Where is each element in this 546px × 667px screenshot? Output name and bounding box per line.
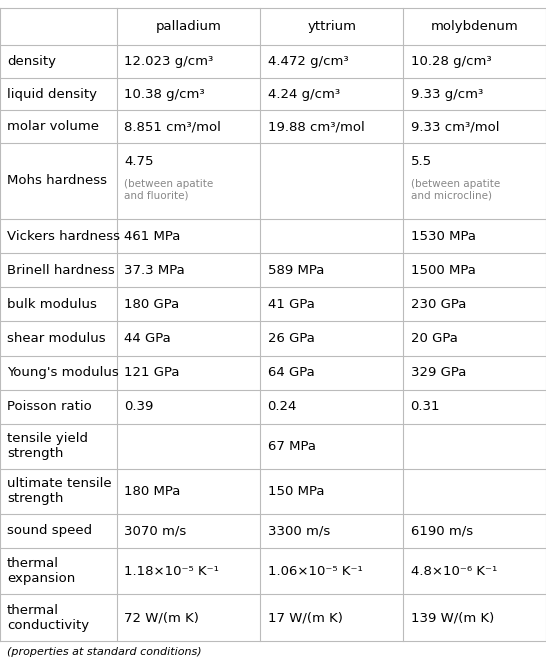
- Text: 0.24: 0.24: [268, 400, 297, 414]
- Text: 4.24 g/cm³: 4.24 g/cm³: [268, 87, 340, 101]
- Text: Poisson ratio: Poisson ratio: [7, 400, 92, 414]
- Text: 180 MPa: 180 MPa: [124, 485, 181, 498]
- Text: 20 GPa: 20 GPa: [411, 332, 458, 345]
- Text: thermal
conductivity: thermal conductivity: [7, 604, 89, 632]
- Text: 1.06×10⁻⁵ K⁻¹: 1.06×10⁻⁵ K⁻¹: [268, 565, 363, 578]
- Text: 3300 m/s: 3300 m/s: [268, 524, 330, 538]
- Text: molar volume: molar volume: [7, 120, 99, 133]
- Text: 230 GPa: 230 GPa: [411, 298, 466, 311]
- Text: 41 GPa: 41 GPa: [268, 298, 314, 311]
- Text: 0.31: 0.31: [411, 400, 440, 414]
- Text: 150 MPa: 150 MPa: [268, 485, 324, 498]
- Text: density: density: [7, 55, 56, 68]
- Text: bulk modulus: bulk modulus: [7, 298, 97, 311]
- Text: 26 GPa: 26 GPa: [268, 332, 314, 345]
- Text: (properties at standard conditions): (properties at standard conditions): [7, 648, 201, 657]
- Text: 5.5: 5.5: [411, 155, 432, 169]
- Text: 139 W/(m K): 139 W/(m K): [411, 611, 494, 624]
- Text: 4.8×10⁻⁶ K⁻¹: 4.8×10⁻⁶ K⁻¹: [411, 565, 497, 578]
- Text: 1530 MPa: 1530 MPa: [411, 229, 476, 243]
- Text: tensile yield
strength: tensile yield strength: [7, 432, 88, 460]
- Text: 180 GPa: 180 GPa: [124, 298, 180, 311]
- Text: 0.39: 0.39: [124, 400, 154, 414]
- Text: 37.3 MPa: 37.3 MPa: [124, 263, 185, 277]
- Text: liquid density: liquid density: [7, 87, 97, 101]
- Text: sound speed: sound speed: [7, 524, 92, 538]
- Text: 10.28 g/cm³: 10.28 g/cm³: [411, 55, 491, 68]
- Text: 67 MPa: 67 MPa: [268, 440, 316, 453]
- Text: shear modulus: shear modulus: [7, 332, 106, 345]
- Text: 72 W/(m K): 72 W/(m K): [124, 611, 199, 624]
- Text: (between apatite
and fluorite): (between apatite and fluorite): [124, 179, 213, 201]
- Text: 461 MPa: 461 MPa: [124, 229, 181, 243]
- Text: (between apatite
and microcline): (between apatite and microcline): [411, 179, 500, 201]
- Text: ultimate tensile
strength: ultimate tensile strength: [7, 478, 112, 506]
- Text: Young's modulus: Young's modulus: [7, 366, 119, 379]
- Text: 12.023 g/cm³: 12.023 g/cm³: [124, 55, 213, 68]
- Text: 4.75: 4.75: [124, 155, 154, 169]
- Text: 3070 m/s: 3070 m/s: [124, 524, 187, 538]
- Text: 6190 m/s: 6190 m/s: [411, 524, 473, 538]
- Text: 17 W/(m K): 17 W/(m K): [268, 611, 342, 624]
- Text: 10.38 g/cm³: 10.38 g/cm³: [124, 87, 205, 101]
- Text: yttrium: yttrium: [307, 20, 357, 33]
- Text: 121 GPa: 121 GPa: [124, 366, 180, 379]
- Text: thermal
expansion: thermal expansion: [7, 557, 75, 585]
- Text: 19.88 cm³/mol: 19.88 cm³/mol: [268, 120, 364, 133]
- Text: 64 GPa: 64 GPa: [268, 366, 314, 379]
- Text: 329 GPa: 329 GPa: [411, 366, 466, 379]
- Text: 8.851 cm³/mol: 8.851 cm³/mol: [124, 120, 221, 133]
- Text: 9.33 cm³/mol: 9.33 cm³/mol: [411, 120, 499, 133]
- Text: 44 GPa: 44 GPa: [124, 332, 171, 345]
- Text: Brinell hardness: Brinell hardness: [7, 263, 115, 277]
- Text: 4.472 g/cm³: 4.472 g/cm³: [268, 55, 348, 68]
- Text: Mohs hardness: Mohs hardness: [7, 175, 107, 187]
- Text: Vickers hardness: Vickers hardness: [7, 229, 120, 243]
- Text: palladium: palladium: [156, 20, 222, 33]
- Text: 1.18×10⁻⁵ K⁻¹: 1.18×10⁻⁵ K⁻¹: [124, 565, 219, 578]
- Text: 589 MPa: 589 MPa: [268, 263, 324, 277]
- Text: molybdenum: molybdenum: [431, 20, 519, 33]
- Text: 9.33 g/cm³: 9.33 g/cm³: [411, 87, 483, 101]
- Text: 1500 MPa: 1500 MPa: [411, 263, 476, 277]
